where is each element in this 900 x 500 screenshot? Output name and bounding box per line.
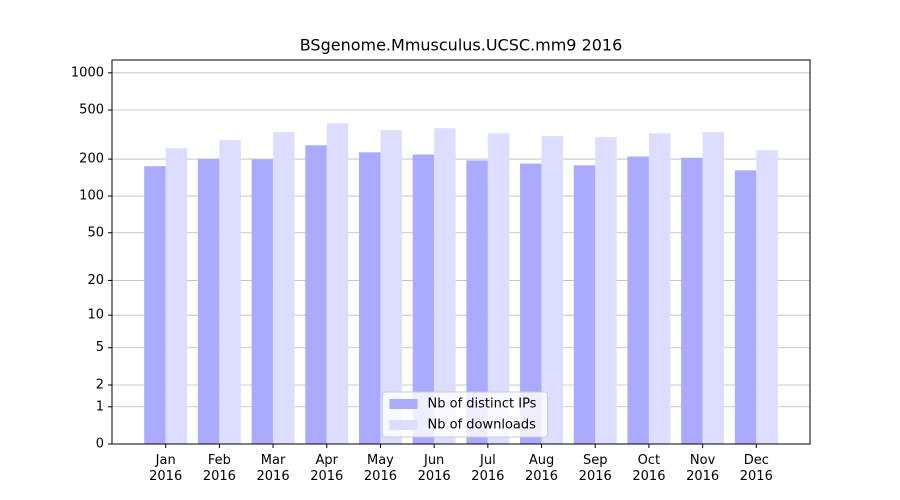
legend-swatch: [389, 399, 418, 409]
bar: [380, 130, 402, 444]
y-tick-label: 10: [87, 308, 104, 323]
bar: [358, 152, 381, 444]
y-tick-label: 1000: [71, 65, 104, 80]
x-tick-label: May 2016: [363, 453, 397, 484]
y-tick-label: 500: [79, 103, 104, 118]
plot-frame: [111, 59, 811, 445]
bar: [219, 140, 241, 444]
bar: [681, 157, 703, 444]
bar: [734, 170, 757, 444]
y-tick-label: 20: [87, 273, 104, 288]
y-tick-label: 100: [79, 189, 104, 204]
bar: [305, 145, 327, 444]
y-tick-label: 5: [96, 340, 104, 355]
legend-swatch: [389, 420, 418, 430]
bar: [273, 132, 295, 444]
x-tick-label: Sep 2016: [578, 453, 612, 484]
bar: [702, 132, 725, 444]
x-tick-label: Jun 2016: [417, 453, 451, 484]
legend-label: Nb of distinct IPs: [428, 397, 537, 412]
x-tick-label: Jan 2016: [149, 453, 183, 484]
bar: [466, 160, 488, 444]
bar: [648, 133, 671, 444]
bar: [326, 123, 349, 444]
bar: [520, 163, 542, 444]
chart-title: BSgenome.Mmusculus.UCSC.mm9 2016: [300, 36, 623, 55]
bar: [595, 137, 617, 444]
bar: [251, 159, 274, 444]
x-tick-label: Apr 2016: [310, 453, 344, 484]
bar: [434, 128, 456, 444]
bar: [165, 148, 188, 444]
x-tick-label: Dec 2016: [739, 453, 773, 484]
x-tick-label: Aug 2016: [524, 453, 559, 484]
bar: [487, 133, 510, 444]
y-tick-label: 0: [96, 437, 104, 452]
x-tick-label: Feb 2016: [202, 453, 236, 484]
bar: [573, 165, 596, 444]
bar: [144, 166, 166, 444]
bar: [541, 136, 564, 444]
y-tick-label: 1: [96, 399, 104, 414]
legend-label: Nb of downloads: [428, 418, 537, 433]
bar: [197, 159, 220, 444]
x-tick-label: Oct 2016: [632, 453, 666, 484]
x-tick-label: Mar 2016: [256, 453, 290, 484]
y-tick-label: 200: [79, 152, 104, 167]
bar: [412, 154, 435, 444]
y-tick-label: 50: [87, 225, 104, 240]
legend-box: [382, 391, 548, 438]
bar: [756, 150, 778, 444]
y-tick-label: 2: [96, 377, 104, 392]
bar: [627, 156, 649, 444]
x-tick-label: Nov 2016: [686, 453, 720, 484]
x-tick-label: Jul 2016: [471, 453, 505, 484]
